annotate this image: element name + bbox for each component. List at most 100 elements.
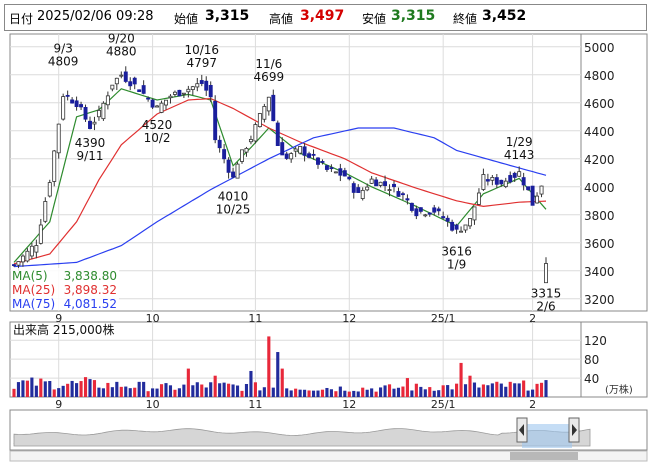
candle-body	[25, 250, 30, 262]
volume-bar	[392, 388, 396, 397]
close-label: 終値	[453, 12, 478, 26]
candle-body	[454, 224, 459, 230]
volume-bar	[544, 380, 548, 397]
candle-body	[172, 91, 177, 95]
volume-bar	[186, 368, 190, 397]
volume-bar	[347, 391, 351, 397]
low-value: 3,315	[391, 8, 436, 24]
candle-body	[512, 172, 517, 178]
annotation-label: 11/6	[255, 57, 282, 71]
candle-body	[365, 186, 370, 191]
volume-bar	[307, 390, 311, 397]
candle-body	[535, 195, 540, 204]
candle-body	[47, 182, 52, 197]
candle-body	[400, 193, 405, 196]
candle-body	[284, 153, 289, 159]
volume-axis-area	[580, 321, 648, 398]
volume-title: 出来高 215,000株	[13, 322, 114, 337]
ma-legend-name: MA(5)	[12, 269, 48, 283]
price-axis-area	[580, 33, 648, 312]
candle-body	[16, 261, 21, 266]
candle-body	[521, 177, 526, 186]
volume-bar	[311, 390, 316, 397]
candle-body	[378, 181, 383, 186]
volume-bar	[173, 389, 177, 397]
volume-bar	[508, 381, 512, 397]
candle-body	[150, 99, 155, 108]
candle-body	[141, 85, 146, 94]
candle-body	[253, 124, 258, 142]
candle-body	[248, 139, 253, 143]
volume-date-tick-label: 12	[342, 398, 356, 411]
volume-bar	[191, 385, 195, 397]
candle-body	[29, 245, 34, 257]
candle-body	[418, 207, 423, 212]
candle-body	[432, 207, 437, 213]
candle-body	[530, 185, 535, 206]
volume-bar	[101, 388, 105, 397]
volume-bar	[262, 387, 266, 397]
volume-bar	[526, 390, 530, 397]
date-label: 日付	[9, 12, 34, 26]
volume-bar	[513, 383, 517, 397]
candle-body	[114, 77, 119, 85]
candle-body	[338, 168, 343, 176]
candle-body	[222, 149, 227, 160]
volume-bar	[106, 382, 110, 397]
date-tick-label: 2	[529, 312, 536, 325]
volume-bar	[115, 381, 119, 397]
candle-body	[356, 187, 361, 193]
volume-bar	[531, 389, 535, 397]
volume-bar	[151, 388, 155, 397]
volume-bar	[231, 384, 235, 397]
volume-bar	[356, 391, 360, 397]
candle-body	[123, 71, 128, 82]
open-value: 3,315	[205, 8, 250, 24]
date-tick-label: 10	[146, 312, 160, 325]
volume-bar	[428, 387, 432, 397]
annotation-label: 10/25	[216, 202, 251, 216]
ma-legend-bg	[11, 268, 119, 310]
volume-bar	[142, 381, 146, 397]
datetime-value: 2025/02/06 09:28	[37, 9, 154, 24]
overview-scroll-thumb	[510, 452, 578, 460]
volume-tick-label: 80	[584, 353, 599, 367]
price-tick-label: 3600	[584, 237, 615, 251]
candle-body	[324, 165, 329, 170]
volume-bar	[133, 387, 137, 397]
volume-bar	[472, 382, 477, 397]
candle-body	[485, 179, 490, 182]
candle-body	[427, 212, 432, 215]
date-tick-label: 9	[55, 312, 62, 325]
candle-body	[96, 110, 101, 118]
price-tick-label: 5000	[584, 41, 615, 55]
overview-scroll-track	[9, 450, 648, 462]
volume-date-tick-label: 25/1	[431, 398, 456, 411]
candle-body	[92, 121, 97, 125]
candle-body	[436, 208, 441, 212]
candle-body	[445, 217, 450, 222]
price-tick-label: 4600	[584, 97, 615, 111]
candle-body	[159, 102, 164, 113]
close-value: 3,452	[482, 8, 527, 24]
candle-body	[217, 139, 222, 149]
volume-bar	[370, 388, 374, 397]
candle-body	[499, 179, 504, 185]
volume-bar	[30, 377, 34, 397]
overview-area	[13, 428, 591, 447]
volume-bar	[92, 380, 97, 397]
ma-legend-name: MA(75)	[12, 297, 55, 311]
candle-body	[423, 214, 428, 217]
volume-bar	[379, 387, 383, 397]
volume-axis: 40 80 120 出来高 215,000株 (万株)	[13, 322, 633, 396]
volume-bar	[490, 383, 494, 397]
volume-bar	[334, 391, 338, 397]
volume-bar	[423, 389, 427, 397]
volume-bar	[539, 382, 544, 397]
volume-bar	[218, 383, 222, 397]
volume-bar	[209, 382, 213, 397]
volume-bar	[410, 390, 414, 397]
annotation-value: 4390	[75, 136, 106, 150]
volume-bar	[352, 390, 356, 397]
annotation-label: 9/20	[108, 32, 135, 46]
